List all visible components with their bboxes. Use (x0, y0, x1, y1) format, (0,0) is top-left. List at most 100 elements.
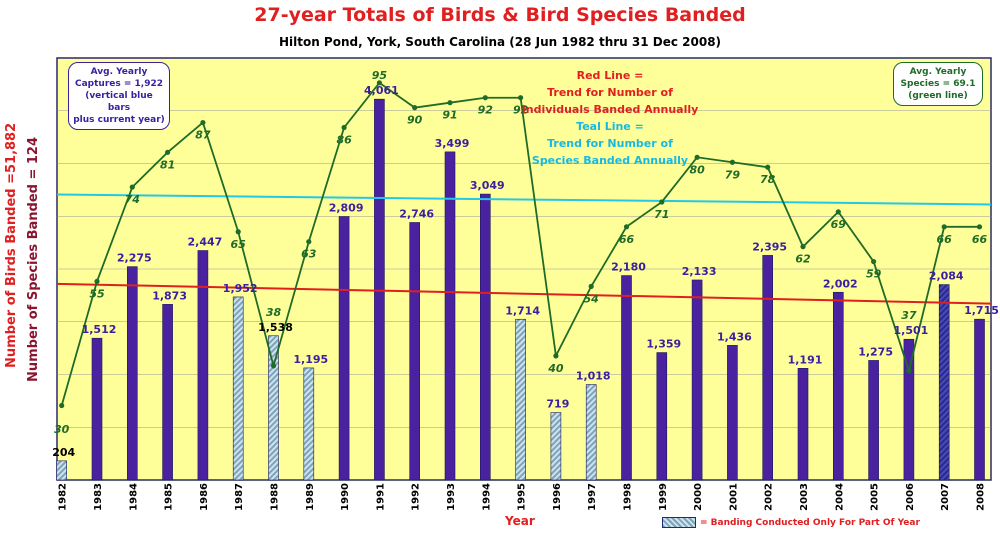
x-tick-1982: 1982 (58, 483, 69, 511)
species-point-2005 (871, 258, 877, 265)
bar-value-label-1993: 3,499 (435, 137, 470, 150)
species-value-label-2005: 59 (866, 268, 882, 281)
species-point-1986 (200, 119, 206, 126)
x-tick-1998: 1998 (623, 483, 634, 511)
x-tick-2008: 2008 (976, 483, 987, 511)
bar-value-label-1996: 719 (546, 398, 569, 411)
bar-2004 (832, 291, 844, 481)
bar-value-label-1987: 1,952 (223, 282, 258, 295)
avg-captures-line-3: (vertical blue bars (85, 91, 153, 113)
species-value-label-1996: 40 (547, 362, 564, 375)
species-point-1989 (306, 239, 312, 245)
species-value-label-2000: 80 (689, 163, 705, 176)
red-line-note: Red Line = Trend for Number of Individua… (500, 67, 720, 118)
bar-value-label-1994: 3,049 (470, 179, 505, 192)
y-axis-label-birds: Number of Birds Banded =51,882 (4, 122, 19, 368)
teal-line-note-3: Species Banded Annually (531, 154, 689, 167)
bar-1993 (444, 151, 456, 481)
species-value-label-2003: 62 (795, 253, 811, 266)
species-value-label-1982: 30 (54, 423, 70, 436)
avg-captures-line-2: Captures = 1,922 (74, 79, 163, 89)
species-point-1998 (623, 224, 630, 230)
bar-1983 (91, 337, 103, 481)
bar-value-label-1988: 1,538 (258, 321, 293, 334)
species-value-label-1997: 54 (584, 292, 599, 305)
species-value-label-1995: 92 (513, 104, 529, 117)
avg-captures-line-4: plus current year) (73, 115, 165, 125)
species-value-label-1990: 86 (336, 134, 352, 147)
x-tick-2005: 2005 (870, 483, 881, 511)
red-line-note-2: Trend for Number of (547, 86, 673, 99)
bar-value-label-2008: 1,715 (964, 304, 999, 317)
bar-1982 (56, 460, 68, 481)
species-value-label-1987: 65 (231, 238, 247, 251)
x-tick-1986: 1986 (199, 483, 210, 511)
bar-1998 (621, 275, 632, 481)
species-point-2003 (800, 244, 806, 250)
species-value-label-2001: 79 (725, 168, 741, 181)
species-point-1991 (376, 80, 382, 86)
bar-2000 (691, 279, 703, 481)
species-value-label-2002: 78 (760, 173, 776, 186)
bar-1997 (585, 384, 597, 481)
x-tick-1984: 1984 (128, 483, 139, 511)
x-tick-1989: 1989 (305, 483, 316, 511)
species-value-label-1992: 90 (407, 114, 423, 127)
data-labels: 204 1,512 2,275 1,873 2,447 1,952 1,538 1,195 2,… (52, 69, 999, 459)
species-point-1992 (412, 105, 418, 111)
bar-value-label-2000: 2,133 (682, 265, 717, 278)
bar-value-label-1989: 1,195 (293, 353, 328, 366)
species-point-1999 (659, 199, 665, 205)
bar-1989 (303, 367, 315, 481)
species-point-2006 (906, 368, 912, 374)
bar-1984 (127, 266, 138, 481)
species-value-label-2008: 66 (972, 233, 988, 246)
species-point-2008 (976, 224, 983, 230)
teal-line-note-1: Teal Line = (576, 120, 644, 133)
y-axis-label-species: Number of Species Banded = 124 (26, 136, 41, 382)
species-value-label-1989: 63 (301, 248, 317, 261)
species-point-1995 (518, 95, 524, 101)
bar-value-label-2001: 1,436 (717, 330, 752, 343)
x-tick-1995: 1995 (517, 483, 528, 511)
bar-1990 (338, 216, 350, 481)
avg-species-line-2: Species = 69.1 (900, 79, 976, 89)
x-tick-2000: 2000 (693, 483, 704, 511)
species-point-2001 (729, 159, 736, 165)
x-tick-1997: 1997 (587, 483, 598, 511)
species-value-label-1984: 74 (125, 193, 140, 206)
species-value-label-1986: 87 (195, 129, 211, 142)
species-point-1982 (59, 402, 65, 409)
bar-value-label-1998: 2,180 (611, 261, 646, 274)
species-point-1994 (482, 95, 488, 101)
x-tick-1992: 1992 (411, 483, 422, 511)
x-tick-1987: 1987 (234, 483, 245, 511)
bar-2003 (797, 368, 809, 481)
avg-species-box: Avg. Yearly Species = 69.1 (green line) (893, 62, 983, 106)
species-value-label-2004: 69 (831, 218, 847, 231)
bar-2002 (762, 255, 774, 481)
legend: = Banding Conducted Only For Part Of Yea… (662, 517, 920, 528)
species-value-label-1998: 66 (619, 233, 635, 246)
species-value-label-1991: 95 (372, 69, 388, 82)
bar-value-label-1984: 2,275 (117, 252, 152, 265)
bar-value-label-1992: 2,746 (399, 207, 434, 220)
bar-value-label-2002: 2,395 (752, 240, 787, 253)
avg-species-line-1: Avg. Yearly (909, 67, 967, 77)
bar-1987 (232, 296, 244, 481)
species-point-1988 (270, 363, 277, 369)
x-tick-2004: 2004 (834, 483, 845, 511)
bar-value-label-1995: 1,714 (505, 304, 540, 317)
x-tick-1993: 1993 (446, 483, 457, 511)
species-point-1996 (553, 353, 559, 359)
x-tick-1983: 1983 (93, 483, 104, 511)
chart-title: 27-year Totals of Birds & Bird Species B… (254, 4, 746, 26)
trend-line-individuals (56, 282, 992, 305)
x-tick-1988: 1988 (270, 483, 281, 511)
avg-captures-line-1: Avg. Yearly (90, 67, 148, 77)
species-series (59, 80, 983, 409)
trend-lines (56, 193, 992, 305)
species-value-label-1983: 55 (89, 287, 105, 300)
x-tick-1996: 1996 (552, 483, 563, 511)
bar-value-label-2006: 1,501 (894, 324, 929, 337)
